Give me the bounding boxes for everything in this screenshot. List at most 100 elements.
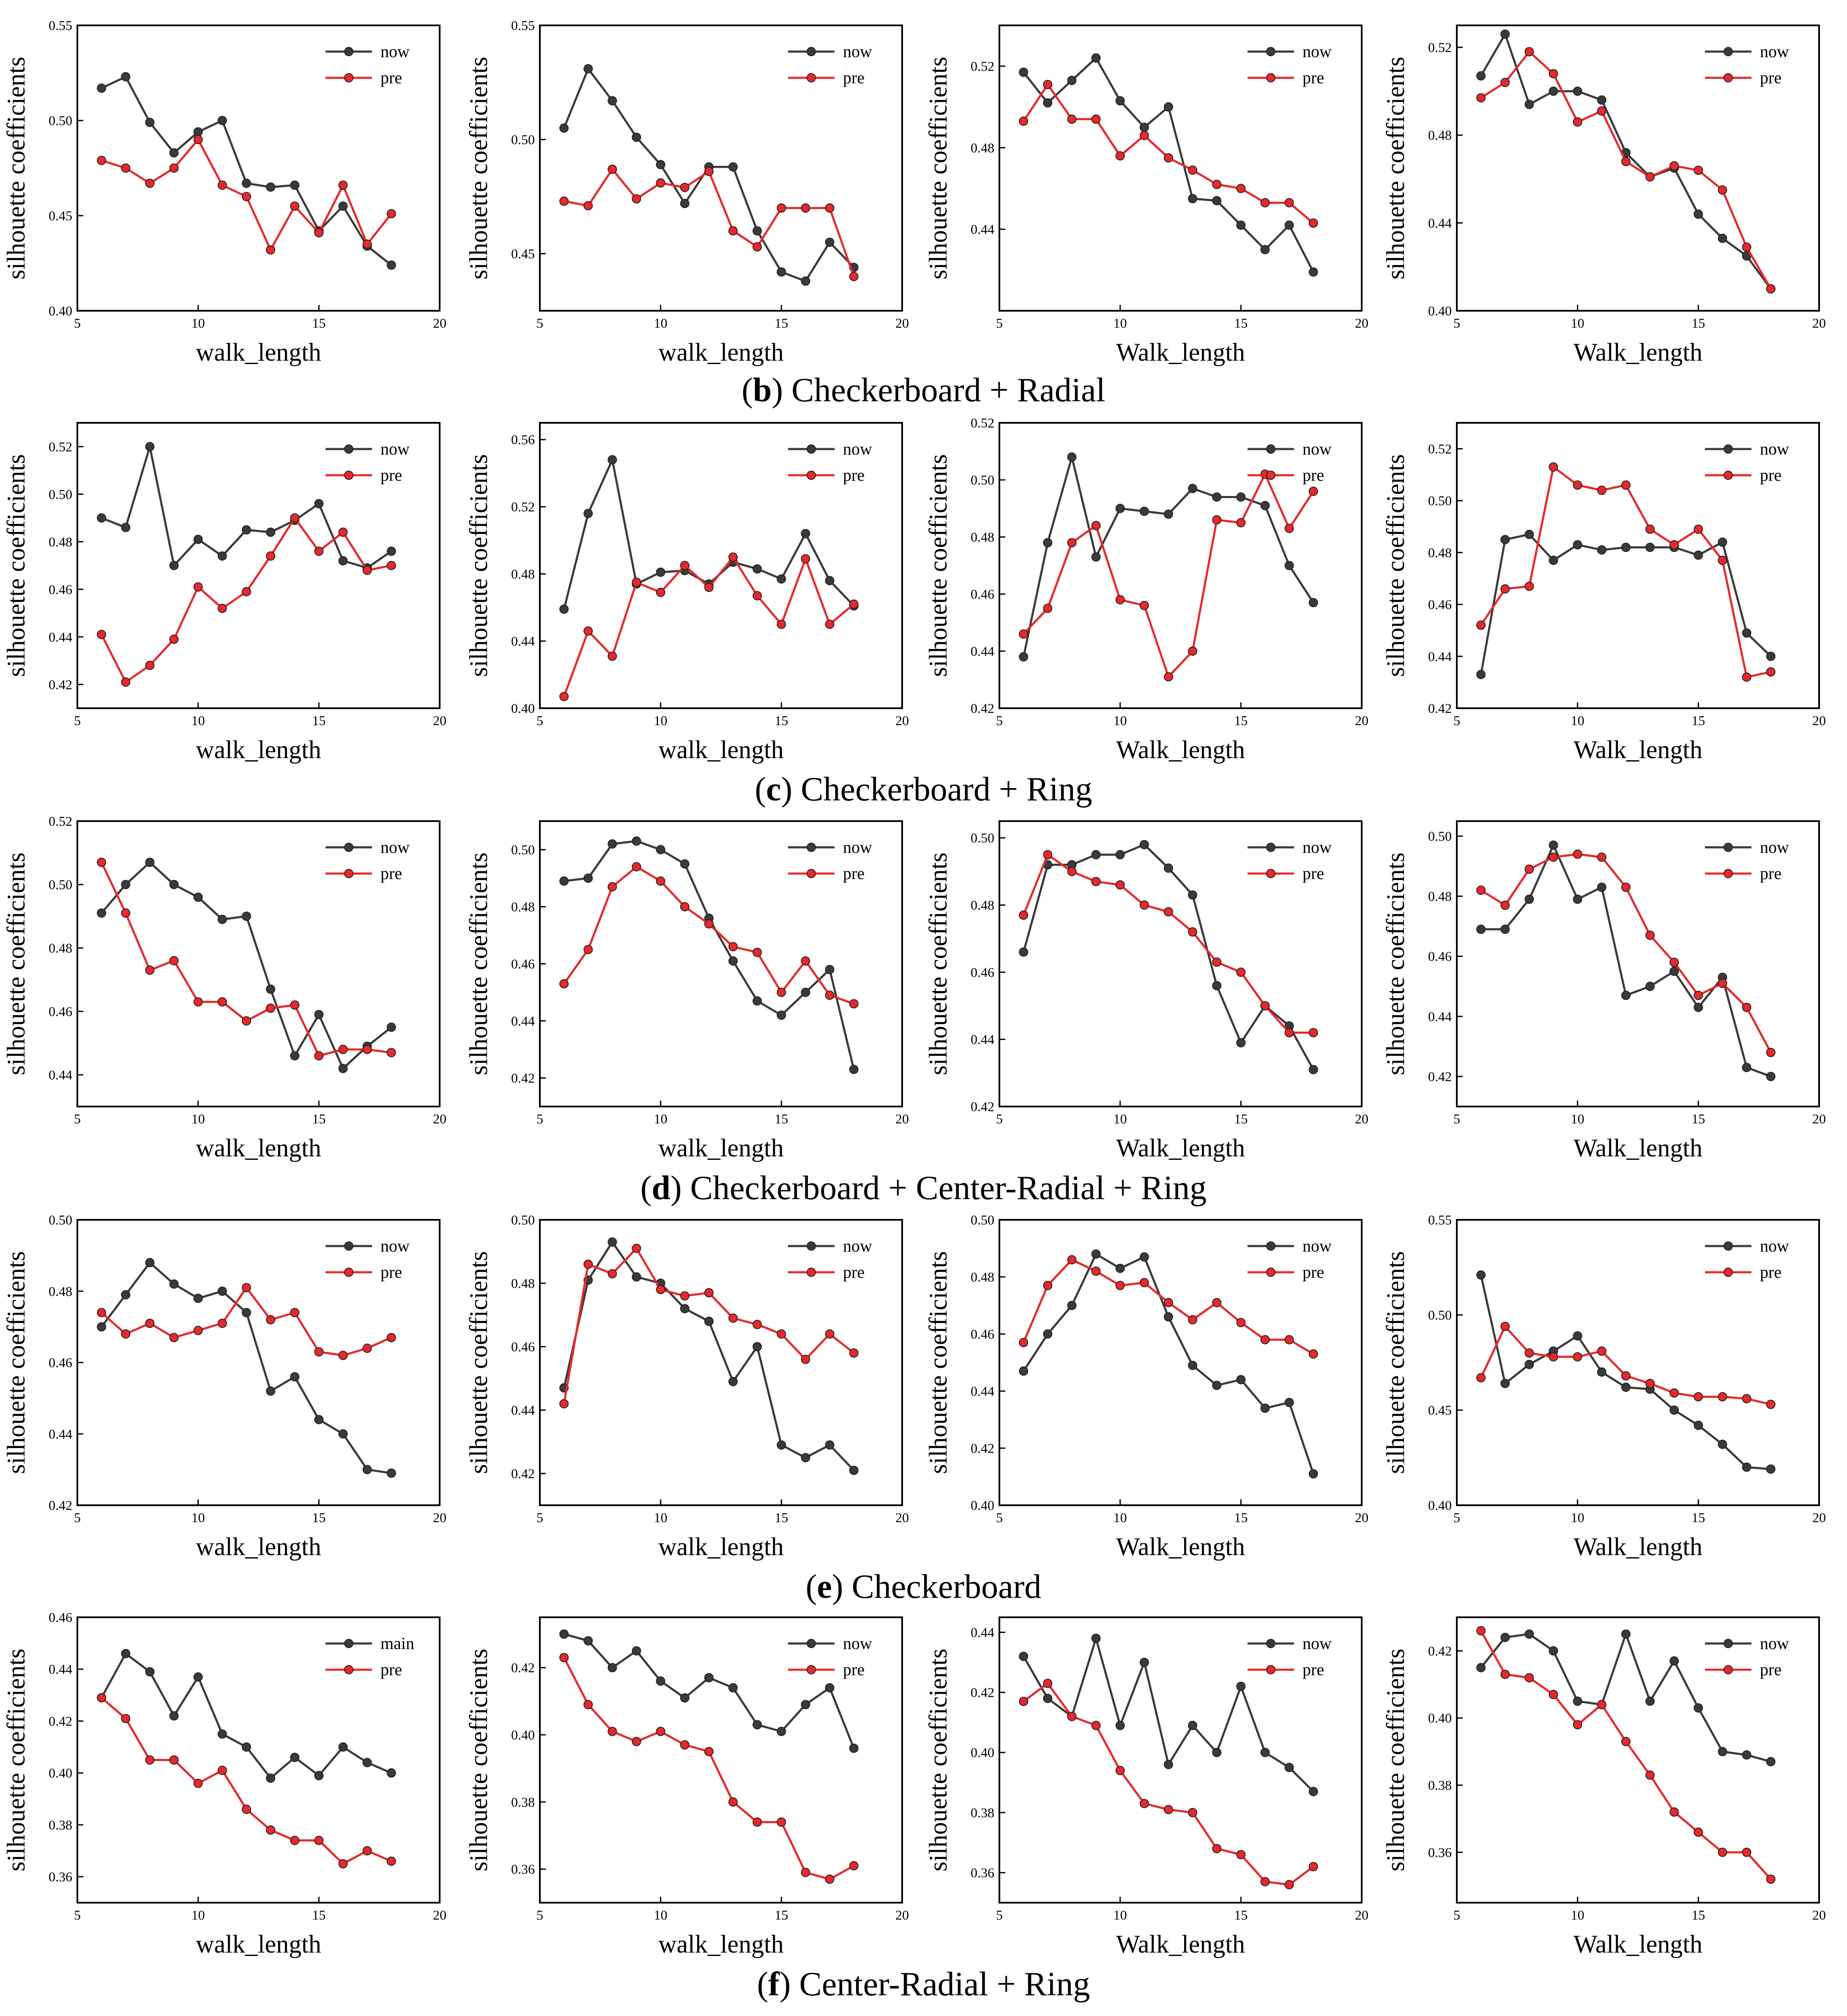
legend-marker-now bbox=[1266, 843, 1275, 852]
data-point-pre bbox=[1284, 198, 1294, 208]
x-tick-label: 10 bbox=[1571, 1907, 1584, 1923]
data-point-pre bbox=[1766, 667, 1776, 677]
y-tick-label: 0.44 bbox=[971, 644, 994, 659]
x-tick-label: 20 bbox=[433, 1907, 446, 1923]
data-point-pre bbox=[1188, 165, 1198, 175]
data-point-pre bbox=[1573, 1352, 1582, 1361]
data-point-pre bbox=[193, 997, 203, 1007]
data-point-now bbox=[1766, 1071, 1776, 1081]
data-point-now bbox=[1621, 542, 1631, 552]
data-point-now bbox=[632, 1272, 641, 1282]
data-point-pre bbox=[1043, 1679, 1053, 1688]
data-point-now bbox=[1308, 1469, 1318, 1479]
data-point-now bbox=[1236, 1375, 1246, 1384]
plot-frame bbox=[1456, 25, 1820, 312]
data-point-pre bbox=[386, 561, 396, 570]
legend-marker-now bbox=[1724, 1241, 1733, 1251]
data-point-main bbox=[193, 1672, 203, 1682]
data-point-pre bbox=[338, 1350, 348, 1360]
data-point-main bbox=[217, 1729, 227, 1739]
data-point-pre bbox=[1549, 69, 1558, 79]
y-tick-label: 0.40 bbox=[511, 701, 535, 716]
x-tick-label: 20 bbox=[1355, 713, 1368, 728]
data-point-pre bbox=[1139, 1799, 1149, 1808]
data-point-pre bbox=[1669, 1388, 1679, 1398]
data-point-pre bbox=[1236, 1318, 1246, 1327]
data-point-pre bbox=[1019, 1696, 1029, 1706]
chart-15: 5 10 15 20 0.40 0.42 0.44 0.46 0.48 0.50 Walk_leng… bbox=[924, 1212, 1368, 1561]
y-tick-label: 0.45 bbox=[1428, 1402, 1452, 1418]
data-point-pre bbox=[728, 1313, 738, 1323]
chart-17: 5 10 15 20 0.36 0.38 0.40 0.42 0.44 0.46 walk_leng… bbox=[2, 1610, 446, 1958]
y-tick-label: 0.48 bbox=[1428, 545, 1452, 560]
data-point-now bbox=[825, 576, 835, 586]
x-tick-label: 5 bbox=[536, 1510, 543, 1525]
chart-5: 5 10 15 20 0.42 0.44 0.46 0.48 0.50 0.52 walk_leng… bbox=[2, 422, 446, 764]
y-axis-label: silhouette coefficients bbox=[465, 454, 493, 677]
data-point-now bbox=[704, 1317, 714, 1326]
x-tick-label: 10 bbox=[654, 1111, 668, 1126]
y-tick-label: 0.52 bbox=[971, 58, 994, 74]
data-point-now bbox=[1573, 540, 1582, 550]
x-tick-label: 15 bbox=[1234, 1510, 1248, 1525]
y-tick-label: 0.40 bbox=[1428, 303, 1452, 318]
legend-marker-pre bbox=[1724, 869, 1733, 878]
data-point-now bbox=[1188, 484, 1198, 493]
data-point-pre bbox=[1163, 1805, 1173, 1814]
legend-marker-pre bbox=[344, 471, 353, 480]
data-point-pre bbox=[386, 1048, 396, 1057]
data-point-pre bbox=[1500, 1670, 1510, 1679]
x-tick-label: 5 bbox=[74, 1907, 81, 1923]
data-point-pre bbox=[169, 1755, 179, 1765]
data-point-now bbox=[1718, 233, 1727, 243]
data-point-now bbox=[825, 1440, 835, 1450]
data-point-pre bbox=[362, 1045, 372, 1054]
series-line-pre bbox=[101, 1286, 392, 1357]
data-point-pre bbox=[1236, 518, 1246, 528]
data-point-pre bbox=[1091, 1720, 1101, 1730]
data-point-now bbox=[1212, 196, 1222, 205]
data-point-now bbox=[1645, 981, 1655, 991]
data-point-pre bbox=[1212, 180, 1222, 189]
data-point-now bbox=[1139, 840, 1149, 849]
series-line-now bbox=[101, 861, 392, 1070]
series-line-now bbox=[101, 76, 392, 266]
legend-marker-now bbox=[344, 1241, 353, 1251]
y-tick-label: 0.46 bbox=[1428, 597, 1452, 612]
legend-label-pre: pre bbox=[843, 466, 865, 485]
x-tick-label: 10 bbox=[192, 713, 205, 728]
data-point-pre bbox=[825, 1874, 835, 1884]
data-point-now bbox=[680, 859, 690, 869]
data-point-now bbox=[386, 1022, 396, 1032]
data-point-now bbox=[1742, 1750, 1751, 1760]
x-tick-label: 10 bbox=[1114, 315, 1127, 331]
data-point-now bbox=[1766, 1464, 1776, 1474]
x-tick-label: 20 bbox=[1812, 1510, 1826, 1525]
legend-marker-pre bbox=[807, 73, 816, 82]
data-point-pre bbox=[97, 630, 107, 639]
data-point-now bbox=[559, 604, 569, 614]
data-point-now bbox=[1766, 652, 1776, 661]
data-point-now bbox=[97, 1322, 107, 1332]
y-tick-label: 0.48 bbox=[1428, 128, 1452, 143]
data-point-pre bbox=[1212, 1298, 1222, 1307]
data-point-pre bbox=[1524, 1348, 1534, 1358]
y-tick-label: 0.48 bbox=[971, 140, 994, 155]
y-axis-label: silhouette coefficients bbox=[1382, 1649, 1409, 1871]
data-point-pre bbox=[752, 242, 762, 252]
data-point-now bbox=[777, 1727, 786, 1736]
y-axis-label: silhouette coefficients bbox=[924, 852, 952, 1075]
data-point-pre bbox=[1597, 852, 1606, 862]
data-point-now bbox=[1163, 863, 1173, 873]
x-tick-label: 20 bbox=[895, 1510, 909, 1525]
legend-label-pre: pre bbox=[843, 864, 865, 883]
data-point-pre bbox=[1645, 1379, 1655, 1388]
legend-marker-pre bbox=[1724, 73, 1733, 82]
y-tick-label: 0.52 bbox=[511, 499, 535, 515]
y-tick-label: 0.48 bbox=[971, 898, 994, 913]
data-point-now bbox=[656, 845, 665, 855]
data-point-pre bbox=[362, 1343, 372, 1353]
data-point-pre bbox=[1091, 877, 1101, 886]
x-tick-label: 15 bbox=[312, 713, 326, 728]
y-tick-label: 0.48 bbox=[49, 940, 72, 956]
